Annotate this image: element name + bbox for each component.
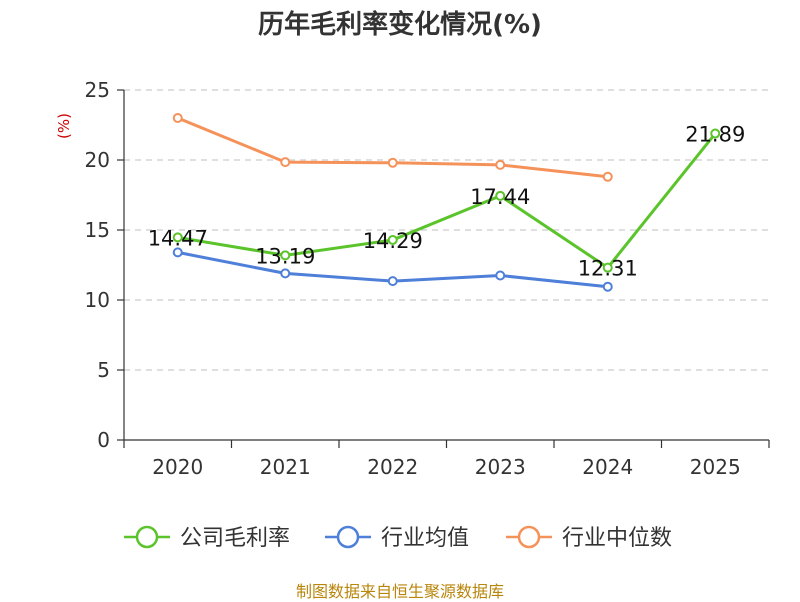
series-line (177, 116, 608, 179)
series-line (177, 132, 717, 270)
x-tick-label: 2025 (690, 455, 741, 479)
series-lines (172, 113, 721, 292)
legend-label: 行业中位数 (562, 526, 672, 551)
data-point (495, 270, 506, 281)
data-label: 14.29 (363, 229, 423, 253)
data-point (172, 232, 183, 243)
data-point (172, 113, 183, 123)
data-label: 12.31 (578, 257, 638, 281)
y-tick-label: 5 (97, 358, 110, 382)
legend-marker (517, 525, 541, 549)
data-point (280, 157, 291, 168)
chart-title: 历年毛利率变化情况(%) (258, 10, 542, 40)
data-point (280, 268, 291, 279)
data-point (602, 281, 613, 292)
data-labels: 14.47 13.19 14.29 17.44 12.31 21.89 (148, 123, 746, 281)
data-point (495, 190, 506, 201)
data-point (387, 276, 398, 287)
data-point (280, 250, 291, 261)
legend-marker (135, 525, 159, 549)
data-label: 21.89 (685, 123, 745, 147)
y-tick-label: 10 (85, 288, 110, 312)
y-tick-label: 20 (85, 148, 110, 172)
x-tick-label: 2021 (260, 455, 311, 479)
legend-label: 公司毛利率 (180, 526, 290, 551)
data-point (387, 234, 398, 245)
x-tick-label: 2024 (582, 455, 633, 479)
y-axis-label: (%) (55, 113, 73, 139)
data-label: 13.19 (255, 244, 315, 268)
data-point (495, 159, 506, 170)
data-point (602, 171, 613, 182)
legend: 公司毛利率 行业均值 行业中位数 (124, 525, 672, 551)
y-tick-label: 25 (85, 78, 110, 102)
grid-lines (124, 89, 769, 371)
data-point (710, 128, 721, 139)
x-tick-label: 2022 (367, 455, 418, 479)
y-tick-label: 15 (85, 218, 110, 242)
data-point (602, 262, 613, 273)
legend-marker (336, 525, 360, 549)
x-tick-label: 2020 (152, 455, 203, 479)
data-label: 14.47 (148, 226, 208, 250)
data-point (387, 157, 398, 168)
y-tick-label: 0 (97, 428, 110, 452)
data-point (172, 247, 183, 258)
legend-label: 行业均值 (381, 526, 469, 551)
data-label: 17.44 (470, 185, 530, 209)
x-tick-label: 2023 (475, 455, 526, 479)
source-note: 制图数据来自恒生聚源数据库 (295, 582, 504, 601)
